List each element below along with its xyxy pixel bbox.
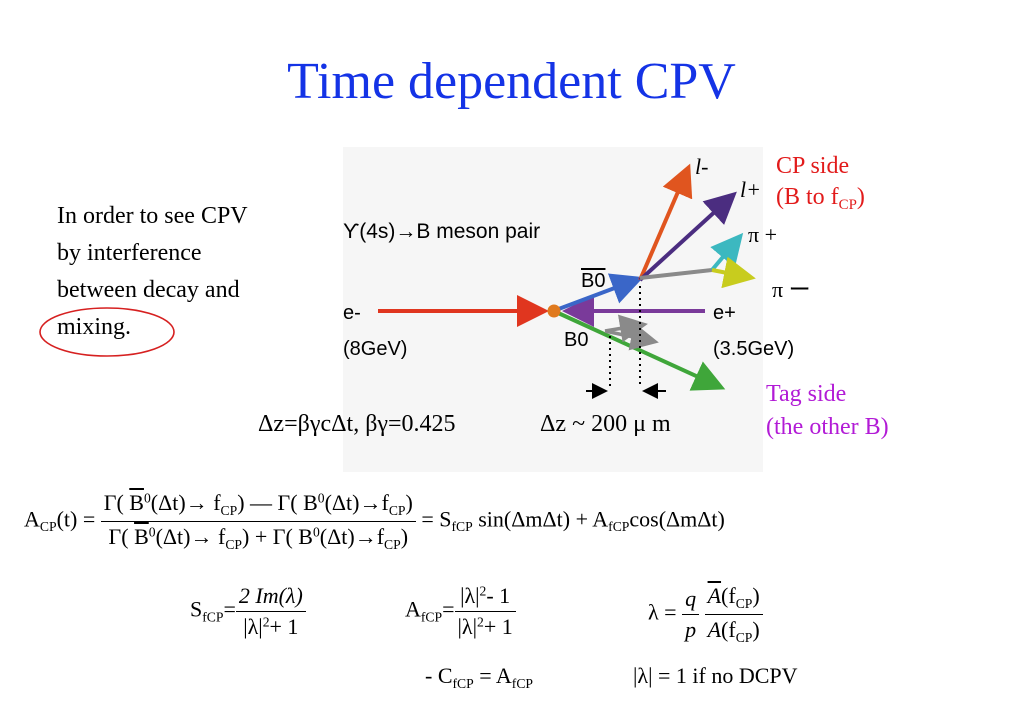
s-definition: SfCP= 2 Im(λ) |λ|2+ 1 bbox=[190, 583, 306, 640]
pi-minus-track bbox=[711, 256, 756, 289]
intro-line: by interference bbox=[57, 240, 202, 266]
lepton-minus-track bbox=[638, 163, 693, 281]
lepton-plus-label: l+ bbox=[740, 177, 761, 202]
interaction-point bbox=[547, 304, 561, 318]
a-definition: AfCP= |λ|2- 1 |λ|2+ 1 bbox=[405, 583, 516, 640]
pi-plus-label: π + bbox=[748, 222, 778, 247]
b-meson-diagram bbox=[343, 147, 763, 472]
lepton-minus-label: l- bbox=[695, 154, 709, 179]
intro-text: In order to see CPV by interference betw… bbox=[57, 198, 248, 346]
lepton-plus-track bbox=[638, 191, 737, 282]
tag-track-b bbox=[604, 322, 659, 351]
acp-equation: ACP(t) = Γ( B0(Δt)→ fCP) — Γ( B0(Δt)→fCP… bbox=[24, 490, 725, 553]
no-dcpv-note: |λ| = 1 if no DCPV bbox=[633, 663, 798, 688]
cp-side-label: CP side (B to fCP) bbox=[776, 153, 865, 214]
upsilon-label: ϒ(4s)→B meson pair bbox=[343, 220, 541, 243]
slide-title: Time dependent CPV bbox=[287, 53, 736, 110]
intro-line: between decay and bbox=[57, 277, 240, 303]
e-minus-label: e- bbox=[343, 302, 361, 324]
intermediate-track bbox=[639, 268, 713, 280]
pi-plus-track bbox=[710, 232, 744, 272]
intro-line: In order to see CPV bbox=[57, 203, 248, 229]
highlight-ellipse bbox=[39, 307, 175, 357]
mixing-word: mixing. bbox=[57, 314, 132, 340]
e-plus-label: e+ bbox=[713, 302, 736, 324]
e-plus-energy: (3.5GeV) bbox=[713, 338, 795, 360]
b0-label: B0 bbox=[564, 329, 589, 351]
intro-line: mixing. bbox=[57, 309, 248, 346]
pi-minus-label: π ー bbox=[772, 277, 811, 302]
b0bar-arrow bbox=[555, 273, 644, 312]
c-relation: - CfCP = AfCP bbox=[425, 663, 533, 691]
dz-approx: Δz ~ 200 μ m bbox=[540, 411, 671, 437]
dz-formula: Δz=βγcΔt, βγ=0.425 bbox=[258, 411, 456, 437]
e-minus-energy: (8GeV) bbox=[343, 338, 408, 360]
b0bar-label: B0 bbox=[581, 270, 606, 292]
tag-side-label: Tag side (the other B) bbox=[766, 381, 889, 440]
acp-fraction: Γ( B0(Δt)→ fCP) — Γ( B0(Δt)→fCP) Γ( B0(Δ… bbox=[100, 490, 416, 553]
